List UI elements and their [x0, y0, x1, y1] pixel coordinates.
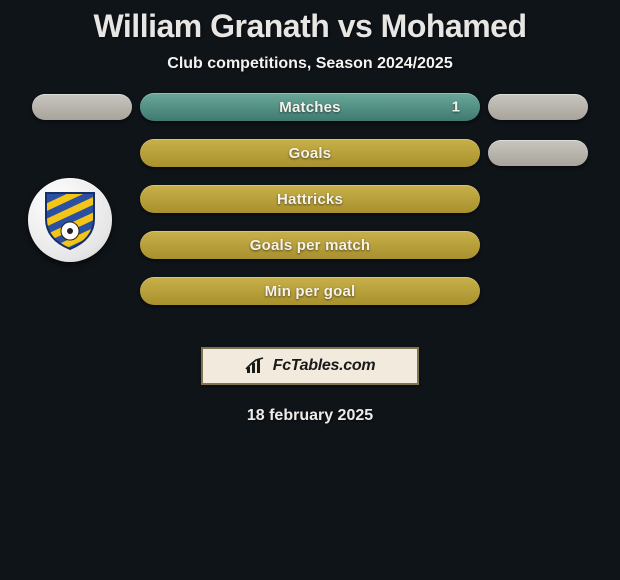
date-label: 18 february 2025: [0, 407, 620, 425]
page-title: William Granath vs Mohamed: [0, 8, 620, 45]
stat-value: 1: [452, 99, 460, 116]
stat-row: Goals: [0, 139, 620, 167]
brand-box: FcTables.com: [201, 347, 419, 385]
stat-bar-matches: Matches 1: [140, 93, 480, 121]
brand-label: FcTables.com: [273, 357, 376, 375]
stat-bar-hattricks: Hattricks: [140, 185, 480, 213]
subtitle: Club competitions, Season 2024/2025: [0, 55, 620, 73]
stat-row: Min per goal: [0, 277, 620, 305]
bar-chart-icon: [245, 357, 267, 375]
comparison-card: William Granath vs Mohamed Club competit…: [0, 0, 620, 580]
stat-label: Goals: [289, 145, 332, 162]
club-badge-icon: [28, 178, 112, 262]
stat-label: Hattricks: [277, 191, 343, 208]
shield-icon: [44, 189, 96, 251]
stat-bar-min-per-goal: Min per goal: [140, 277, 480, 305]
stat-row: Matches 1: [0, 93, 620, 121]
stat-bar-goals: Goals: [140, 139, 480, 167]
stat-bar-goals-per-match: Goals per match: [140, 231, 480, 259]
left-value-chip: [32, 94, 132, 120]
right-value-chip: [488, 140, 588, 166]
stat-label: Min per goal: [265, 283, 356, 300]
stat-label: Goals per match: [250, 237, 371, 254]
right-value-chip: [488, 94, 588, 120]
stat-label: Matches: [279, 99, 340, 116]
